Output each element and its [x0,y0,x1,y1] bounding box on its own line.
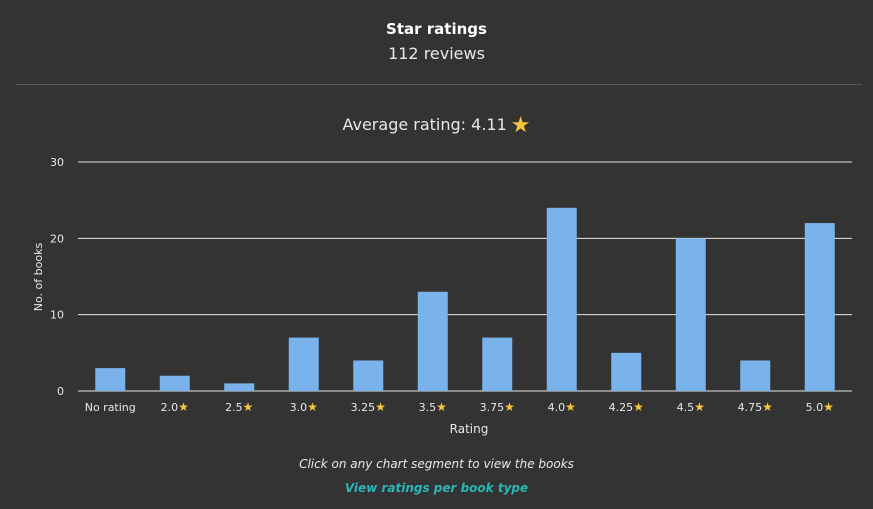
star-icon: ★ [633,400,644,414]
bar[interactable] [482,337,513,391]
bar[interactable] [95,368,126,391]
bar[interactable] [159,375,190,391]
x-tick-label: 3.0★ [290,400,318,414]
bar[interactable] [224,383,255,391]
y-axis-label: No. of books [32,243,45,312]
x-tick-label: 4.25★ [609,400,644,414]
x-tick-label: 4.5★ [677,400,705,414]
header-divider [16,84,862,85]
x-tick-label: 3.5★ [419,400,447,414]
y-tick-label: 20 [50,232,64,245]
review-count: 112 reviews [388,44,485,63]
x-tick-label: No rating [85,401,136,414]
star-icon: ★ [375,400,386,414]
x-tick-label: 4.75★ [738,400,773,414]
bar[interactable] [675,238,706,391]
y-tick-label: 30 [50,156,64,169]
x-tick-label: 2.0★ [161,400,189,414]
x-tick-label: 5.0★ [806,400,834,414]
y-tick-label: 0 [57,385,64,398]
x-tick-label: 2.5★ [225,400,253,414]
x-tick-label: 3.25★ [351,400,386,414]
x-tick-label: 3.75★ [480,400,515,414]
chart-hint: Click on any chart segment to view the b… [299,457,574,471]
star-icon: ★ [823,400,834,414]
star-icon: ★ [510,113,531,138]
star-icon: ★ [436,400,447,414]
star-icon: ★ [243,400,254,414]
star-icon: ★ [504,400,515,414]
bar[interactable] [546,207,577,391]
bar[interactable] [740,360,771,391]
view-per-book-type-link[interactable]: View ratings per book type [344,481,529,495]
x-axis-label: Rating [450,422,489,436]
star-icon: ★ [178,400,189,414]
average-rating: Average rating: 4.11 ★ [0,113,873,138]
bar[interactable] [611,352,642,391]
star-icon: ★ [565,400,576,414]
bar[interactable] [417,291,448,391]
star-icon: ★ [307,400,318,414]
bar[interactable] [353,360,384,391]
bar[interactable] [804,223,835,391]
y-tick-label: 10 [50,309,64,322]
star-icon: ★ [694,400,705,414]
average-rating-label: Average rating: 4.11 [342,115,507,134]
star-icon: ★ [762,400,773,414]
chart-title: Star ratings [386,20,487,38]
bar[interactable] [288,337,319,391]
x-tick-label: 4.0★ [548,400,576,414]
